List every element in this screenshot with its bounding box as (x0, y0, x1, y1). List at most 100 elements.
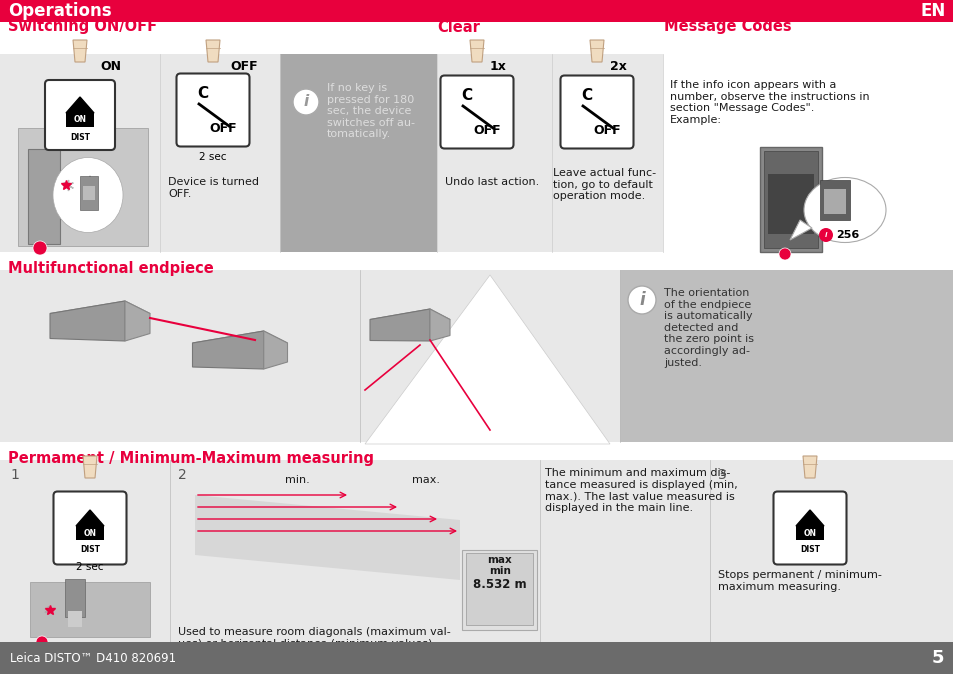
Text: Device is turned
OFF.: Device is turned OFF. (168, 177, 258, 199)
Text: min.: min. (285, 475, 310, 485)
Bar (280, 54, 436, 252)
Bar (767, 174, 813, 234)
Text: The orientation
of the endpiece
is automatically
detected and
the zero point is
: The orientation of the endpiece is autom… (663, 288, 753, 367)
Polygon shape (83, 456, 97, 478)
Text: Undo last action.: Undo last action. (444, 177, 538, 187)
Circle shape (818, 228, 832, 242)
Bar (820, 180, 849, 220)
Bar (461, 550, 537, 630)
Ellipse shape (803, 177, 885, 243)
Text: Switching ON/OFF: Switching ON/OFF (8, 20, 157, 34)
Bar (763, 151, 817, 248)
Text: min: min (489, 566, 511, 576)
Text: max.: max. (412, 475, 439, 485)
Text: DIST: DIST (800, 545, 820, 555)
Text: i: i (303, 94, 309, 109)
Circle shape (627, 286, 656, 314)
Polygon shape (470, 40, 483, 62)
Text: Permament / Minimum-Maximum measuring: Permament / Minimum-Maximum measuring (8, 450, 374, 466)
Polygon shape (370, 309, 450, 330)
Polygon shape (194, 495, 459, 580)
Text: 256: 256 (835, 230, 859, 240)
FancyBboxPatch shape (45, 80, 115, 150)
Bar (76, 526, 104, 540)
Text: ON: ON (84, 528, 96, 537)
Text: Operations: Operations (8, 2, 112, 20)
Text: OFF: OFF (473, 123, 500, 137)
Text: EN: EN (920, 2, 945, 20)
Text: If no key is
pressed for 180
sec, the device
switches off au-
tomatically.: If no key is pressed for 180 sec, the de… (327, 83, 415, 140)
Text: DIST: DIST (70, 133, 90, 142)
Bar (65, 579, 85, 617)
FancyBboxPatch shape (53, 491, 127, 565)
Polygon shape (370, 309, 430, 341)
Circle shape (293, 89, 318, 115)
Ellipse shape (53, 158, 123, 233)
Bar (0, 22, 953, 54)
Polygon shape (795, 510, 823, 526)
Text: max: max (487, 555, 512, 565)
Text: ON: ON (802, 528, 816, 537)
FancyBboxPatch shape (440, 75, 513, 148)
Bar (0, 270, 953, 442)
Text: ON: ON (100, 60, 121, 73)
Text: OFF: OFF (230, 60, 257, 73)
Bar (465, 553, 533, 625)
Text: Leave actual func-
tion, go to default
operation mode.: Leave actual func- tion, go to default o… (553, 168, 656, 202)
Polygon shape (66, 97, 94, 113)
Polygon shape (50, 301, 150, 326)
Polygon shape (263, 331, 287, 369)
Bar (30, 582, 150, 637)
Text: 8.532 m: 8.532 m (473, 578, 526, 591)
Text: 1x: 1x (490, 60, 506, 73)
Polygon shape (193, 331, 263, 369)
Polygon shape (206, 40, 220, 62)
Text: 2 sec: 2 sec (76, 562, 104, 572)
Polygon shape (50, 301, 125, 341)
Text: 2 sec: 2 sec (199, 152, 227, 162)
Polygon shape (430, 309, 450, 341)
Text: 2: 2 (178, 468, 187, 482)
Bar (823, 189, 845, 214)
Text: C: C (196, 86, 208, 102)
FancyBboxPatch shape (773, 491, 845, 565)
Text: Used to measure room diagonals (maximum val-
ues) or horizontal distance (minimu: Used to measure room diagonals (maximum … (178, 627, 450, 648)
Bar (80, 176, 98, 210)
Polygon shape (193, 331, 287, 355)
Text: ON: ON (73, 115, 87, 125)
Text: Stops permanent / minimum-
maximum measuring.: Stops permanent / minimum- maximum measu… (718, 570, 881, 592)
Polygon shape (125, 301, 150, 341)
Text: Message Codes: Message Codes (663, 20, 791, 34)
Polygon shape (802, 456, 816, 478)
Text: Leica DISTO™ D410 820691: Leica DISTO™ D410 820691 (10, 652, 176, 665)
Polygon shape (73, 40, 87, 62)
Polygon shape (76, 510, 104, 526)
Text: 2x: 2x (609, 60, 626, 73)
Bar (66, 113, 94, 127)
Polygon shape (589, 40, 603, 62)
FancyBboxPatch shape (560, 75, 633, 148)
Text: If the info icon appears with a
number, observe the instructions in
section "Mes: If the info icon appears with a number, … (669, 80, 869, 125)
Text: i: i (824, 232, 826, 238)
Text: i: i (639, 291, 644, 309)
Text: 5: 5 (930, 649, 943, 667)
Text: C: C (460, 88, 472, 104)
Bar (83, 186, 95, 200)
Text: OFF: OFF (209, 121, 236, 135)
Bar (760, 147, 821, 252)
Bar (18, 128, 148, 246)
Text: 1: 1 (10, 468, 19, 482)
Text: Clear: Clear (436, 20, 479, 34)
Bar (795, 526, 823, 540)
Text: DIST: DIST (80, 545, 100, 555)
Text: C: C (580, 88, 592, 104)
Bar (619, 270, 953, 442)
Bar (662, 54, 953, 252)
FancyBboxPatch shape (176, 73, 250, 146)
Bar (0, 54, 953, 252)
Circle shape (779, 248, 790, 260)
Bar (0, 642, 953, 674)
Polygon shape (789, 220, 811, 240)
Text: Multifunctional endpiece: Multifunctional endpiece (8, 260, 213, 276)
Bar (68, 611, 82, 627)
